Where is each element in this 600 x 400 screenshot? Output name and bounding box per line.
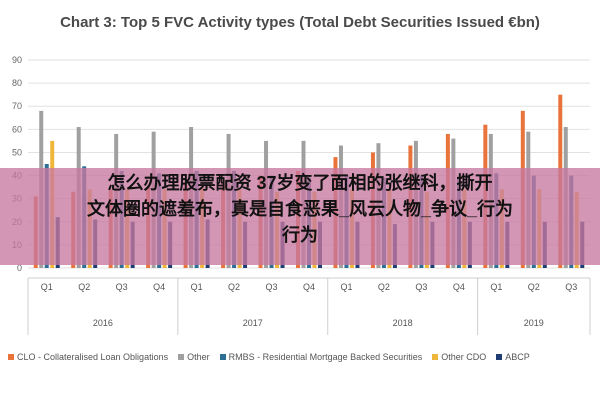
legend-label: Other CDO [441, 352, 487, 362]
year-label: 2017 [243, 318, 263, 328]
legend-swatch [178, 354, 185, 360]
banner-overlay[interactable]: 怎么办理股票配资 37岁变了面相的张继科，撕开 文体圈的遮羞布，真是自食恶果_风… [0, 168, 600, 265]
x-tick-label: Q1 [490, 282, 502, 292]
year-label: 2016 [93, 318, 113, 328]
y-tick-label: 90 [12, 55, 22, 65]
legend-swatch [219, 354, 226, 360]
legend-label: CLO - Collateralised Loan Obligations [17, 352, 169, 362]
x-tick-label: Q3 [116, 282, 128, 292]
y-tick-label: 60 [12, 124, 22, 134]
legend-swatch [432, 354, 439, 360]
legend-swatch [8, 354, 14, 360]
x-tick-label: Q1 [191, 282, 203, 292]
legend-item: ABCP [496, 352, 530, 362]
y-tick-label: 0 [17, 263, 22, 273]
x-tick-label: Q2 [228, 282, 240, 292]
y-tick-label: 70 [12, 101, 22, 111]
year-label: 2018 [393, 318, 413, 328]
legend-label: Other [187, 352, 210, 362]
legend-item: Other [178, 352, 210, 362]
y-tick-label: 50 [12, 147, 22, 157]
x-tick-label: Q2 [78, 282, 90, 292]
y-tick-label: 80 [12, 78, 22, 88]
x-tick-label: Q2 [378, 282, 390, 292]
x-tick-label: Q4 [303, 282, 315, 292]
legend-label: ABCP [505, 352, 530, 362]
x-tick-label: Q3 [266, 282, 278, 292]
x-tick-label: Q3 [565, 282, 577, 292]
x-tick-label: Q3 [415, 282, 427, 292]
legend-item: Other CDO [432, 352, 486, 362]
x-tick-label: Q2 [528, 282, 540, 292]
year-label: 2019 [524, 318, 544, 328]
legend-item: CLO - Collateralised Loan Obligations [8, 352, 168, 362]
legend-item: RMBS - Residential Mortgage Backed Secur… [219, 352, 423, 362]
x-tick-label: Q4 [453, 282, 465, 292]
x-tick-label: Q4 [153, 282, 165, 292]
banner-line-3: 行为 [282, 225, 318, 245]
banner-line-2: 文体圈的遮羞布，真是自食恶果_风云人物_争议_行为 [86, 199, 514, 219]
banner-line-1: 怎么办理股票配资 37岁变了面相的张继科，撕开 [107, 173, 493, 193]
x-tick-label: Q1 [340, 282, 352, 292]
legend-label: RMBS - Residential Mortgage Backed Secur… [228, 352, 423, 362]
legend-swatch [496, 354, 503, 360]
chart-legend: CLO - Collateralised Loan Obligations Oth… [8, 352, 598, 362]
chart-title: Chart 3: Top 5 FVC Activity types (Total… [60, 14, 540, 31]
x-tick-label: Q1 [41, 282, 53, 292]
